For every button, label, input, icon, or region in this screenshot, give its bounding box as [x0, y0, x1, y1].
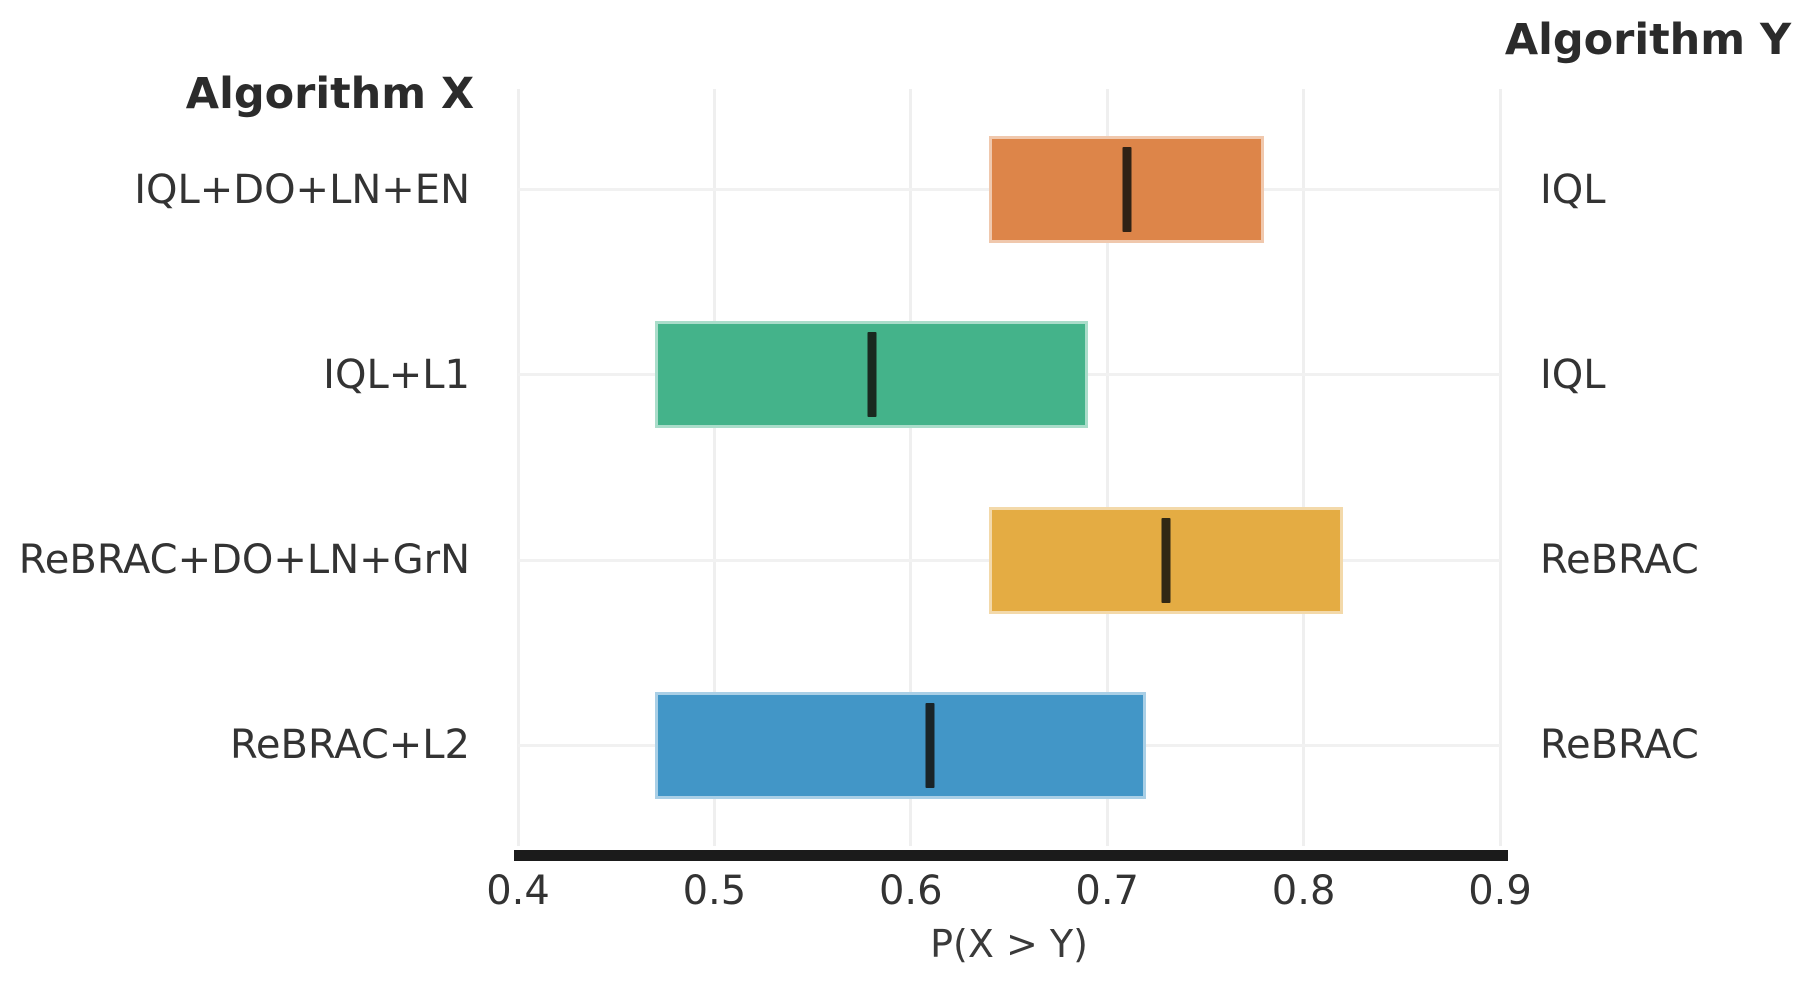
ci-bar: [989, 506, 1343, 614]
ci-bar: [989, 136, 1265, 244]
vertical-gridline: [1302, 89, 1306, 846]
algorithm-y-label: IQL: [1540, 351, 1606, 398]
x-axis-line: [514, 850, 1508, 861]
algorithm-y-label: ReBRAC: [1540, 722, 1699, 769]
median-line: [925, 702, 935, 788]
x-tick-label: 0.6: [878, 868, 943, 914]
x-tick-label: 0.9: [1468, 868, 1532, 914]
algorithm-x-label: ReBRAC+L2: [229, 722, 470, 769]
algorithm-y-label-column: IQL IQL ReBRAC ReBRAC: [1540, 97, 1790, 838]
median-line: [1122, 147, 1132, 233]
x-tick-label: 0.8: [1271, 868, 1336, 914]
algorithm-x-label: IQL+L1: [323, 351, 470, 398]
vertical-gridline: [909, 89, 913, 846]
x-tick-label: 0.5: [682, 868, 747, 914]
vertical-gridline: [1105, 89, 1109, 846]
median-line: [1161, 517, 1171, 603]
ci-bar: [655, 321, 1088, 429]
algorithm-y-header: Algorithm Y: [1504, 15, 1792, 65]
x-tick-row: 0.4 0.5 0.6 0.7 0.8 0.9: [486, 868, 1532, 918]
x-tick-label: 0.4: [486, 868, 550, 914]
algorithm-x-label: ReBRAC+DO+LN+GrN: [18, 537, 470, 584]
algorithm-y-label: IQL: [1540, 166, 1606, 213]
algorithm-y-label: ReBRAC: [1540, 537, 1699, 584]
x-axis-label: P(X > Y): [930, 922, 1088, 966]
algorithm-x-header: Algorithm X: [185, 69, 475, 119]
median-line: [867, 332, 876, 418]
ci-bar: [655, 691, 1147, 799]
x-tick-label: 0.7: [1075, 868, 1139, 914]
vertical-gridline: [712, 89, 716, 846]
algorithm-x-label-column: IQL+DO+LN+EN IQL+L1 ReBRAC+DO+LN+GrN ReB…: [0, 97, 470, 838]
vertical-gridline: [516, 89, 520, 846]
vertical-gridline: [1498, 89, 1502, 846]
algorithm-x-label: IQL+DO+LN+EN: [134, 166, 470, 213]
plot-area: [516, 89, 1502, 846]
